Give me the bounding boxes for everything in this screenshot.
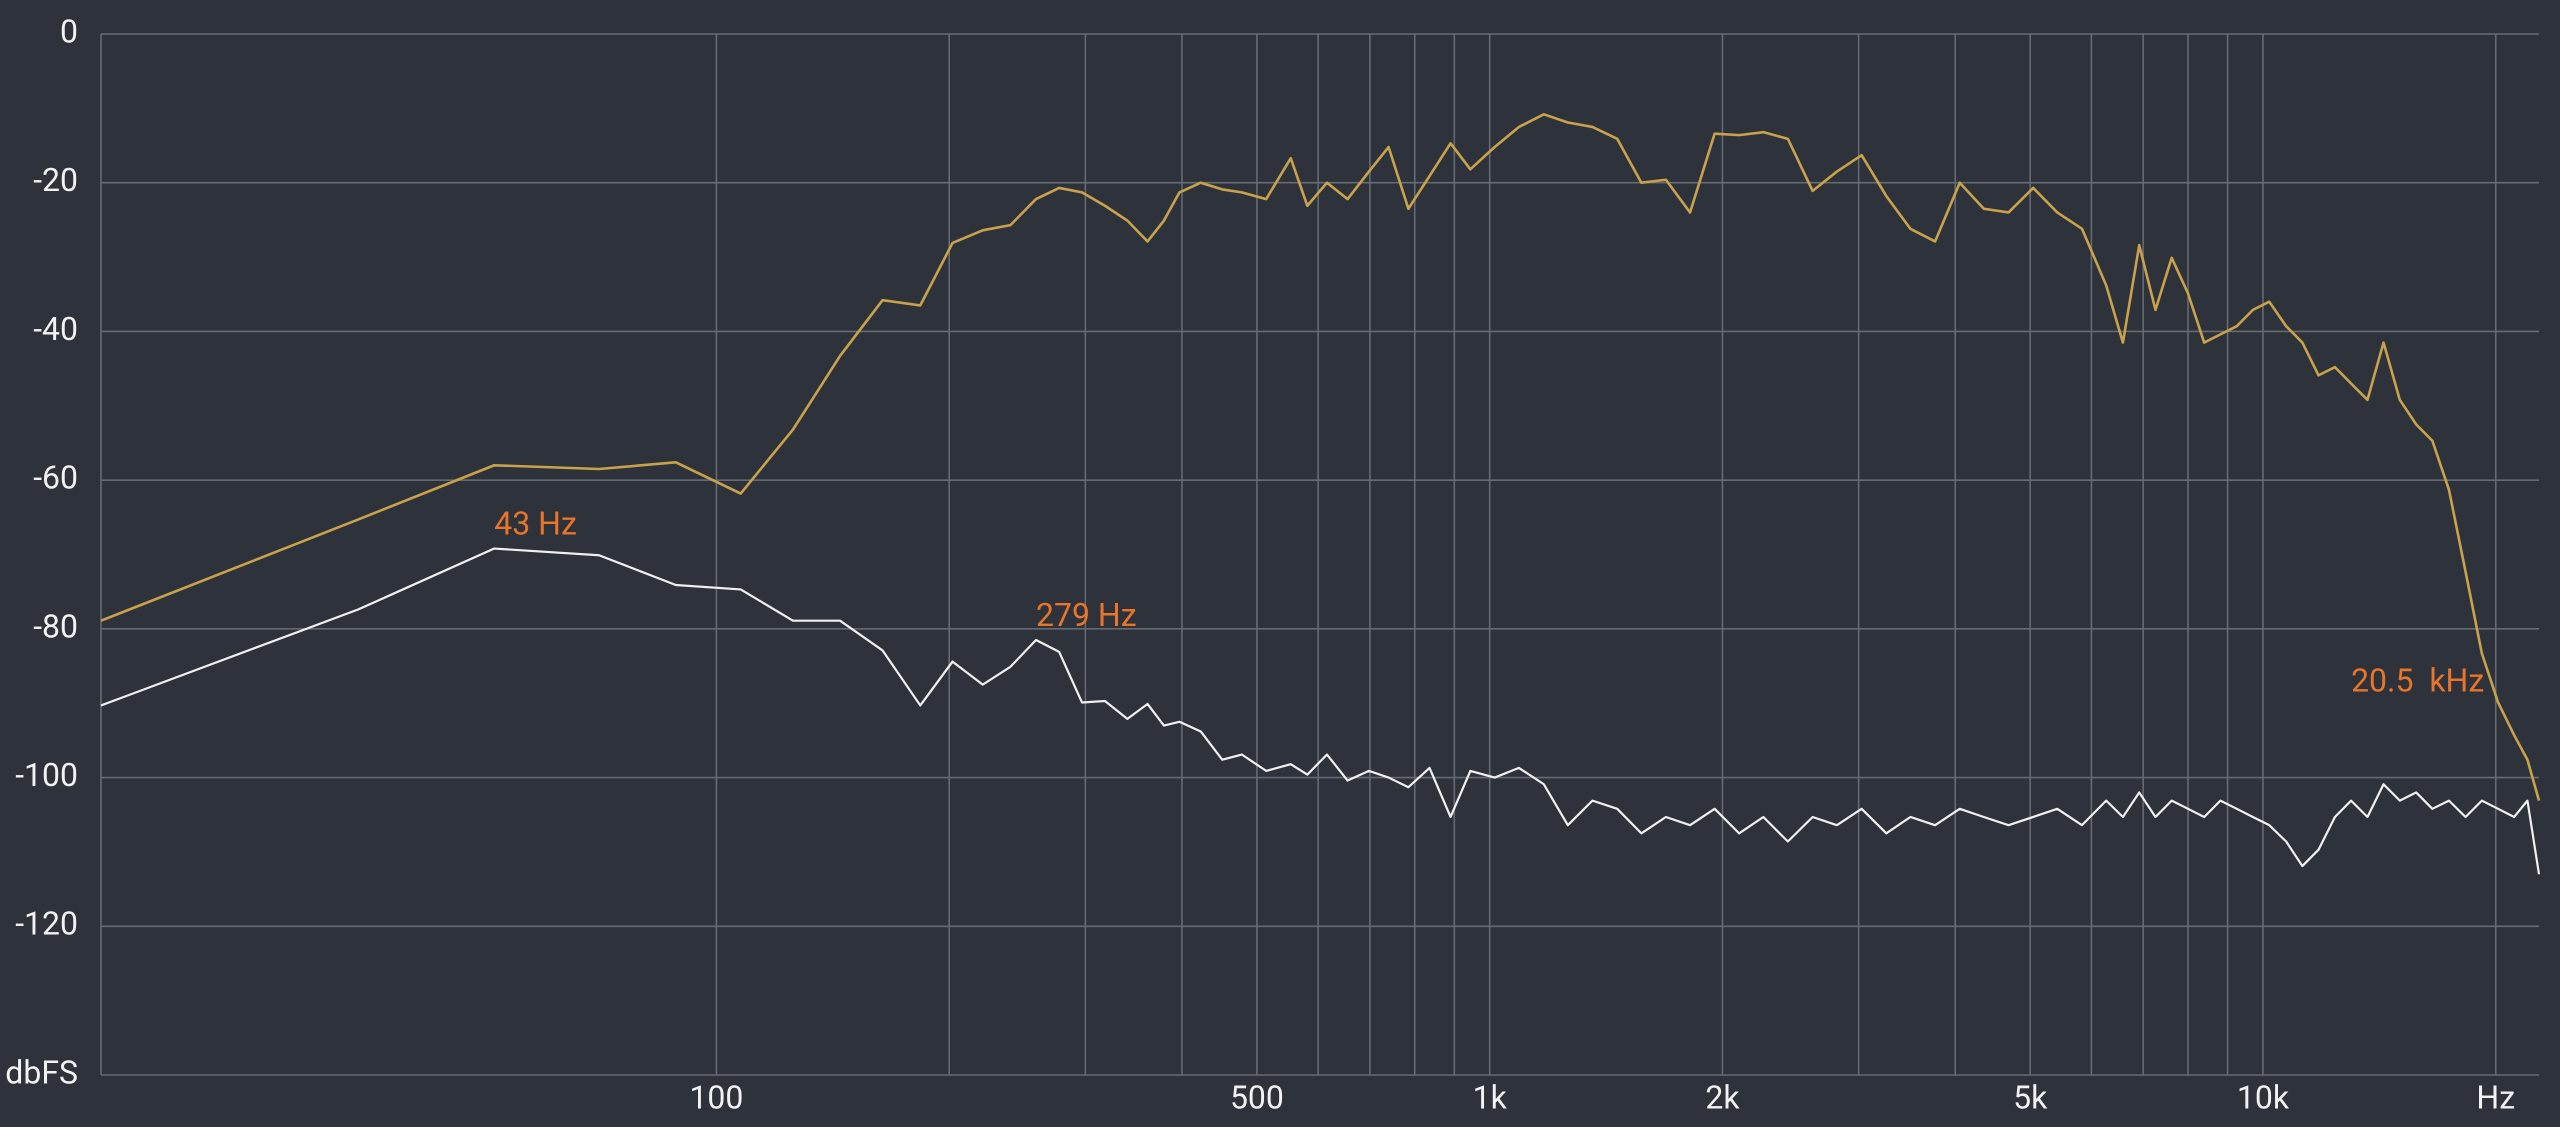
peak-annotation: 43 Hz [494, 505, 577, 543]
x-tick-label: 5k [2013, 1078, 2048, 1116]
x-tick-label: Hz [2476, 1078, 2515, 1116]
y-tick-label: dbFS [5, 1053, 78, 1091]
x-tick-label: 100 [689, 1078, 743, 1116]
y-tick-label: -100 [15, 756, 78, 794]
peak-annotation: 20.5 kHz [2351, 662, 2484, 700]
y-tick-label: 0 [60, 12, 78, 50]
y-tick-label: -120 [15, 905, 78, 943]
x-tick-label: 1k [1473, 1078, 1508, 1116]
x-tick-label: 500 [1230, 1078, 1284, 1116]
y-tick-label: -40 [33, 310, 78, 348]
y-tick-label: -60 [33, 459, 78, 497]
x-tick-label: 10k [2237, 1078, 2290, 1116]
spectrum-line [100, 113, 2541, 801]
x-tick-label: 2k [1705, 1078, 1740, 1116]
peak-annotation: 279 Hz [1036, 596, 1137, 634]
y-tick-label: -80 [33, 607, 78, 645]
y-tick-label: -20 [33, 161, 78, 199]
spectrum-line [100, 547, 2541, 875]
